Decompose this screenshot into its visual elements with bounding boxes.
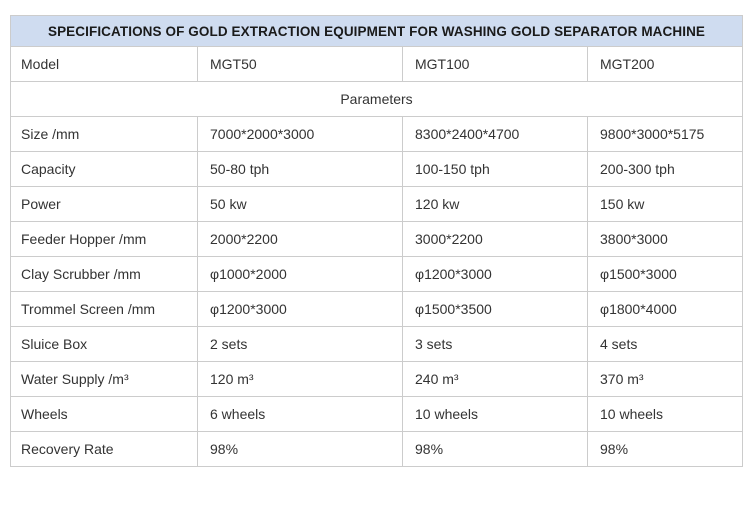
spec-label-cell: Feeder Hopper /mm bbox=[10, 221, 198, 257]
model-label-cell: Model bbox=[10, 46, 198, 82]
spec-row: Trommel Screen /mm φ1200*3000 φ1500*3500… bbox=[10, 291, 744, 327]
spec-label-cell: Clay Scrubber /mm bbox=[10, 256, 198, 292]
spec-value-cell: 120 kw bbox=[402, 186, 588, 222]
spec-value-cell: 3000*2200 bbox=[402, 221, 588, 257]
spec-row: Clay Scrubber /mm φ1000*2000 φ1200*3000 … bbox=[10, 256, 744, 292]
spec-value-cell: 8300*2400*4700 bbox=[402, 116, 588, 152]
table-title-row: SPECIFICATIONS OF GOLD EXTRACTION EQUIPM… bbox=[9, 15, 744, 47]
spec-row: Capacity 50-80 tph 100-150 tph 200-300 t… bbox=[10, 151, 744, 187]
spec-value-cell: φ1000*2000 bbox=[197, 256, 403, 292]
spec-value-cell: 6 wheels bbox=[197, 396, 403, 432]
spec-row: Feeder Hopper /mm 2000*2200 3000*2200 38… bbox=[10, 221, 744, 257]
spec-value-cell: 240 m³ bbox=[402, 361, 588, 397]
spec-row: Water Supply /m³ 120 m³ 240 m³ 370 m³ bbox=[10, 361, 744, 397]
spec-value-cell: 98% bbox=[402, 431, 588, 467]
spec-row: Power 50 kw 120 kw 150 kw bbox=[10, 186, 744, 222]
spec-value-cell: 50 kw bbox=[197, 186, 403, 222]
spec-value-cell: 7000*2000*3000 bbox=[197, 116, 403, 152]
spec-row: Size /mm 7000*2000*3000 8300*2400*4700 9… bbox=[10, 116, 744, 152]
spec-value-cell: 200-300 tph bbox=[586, 151, 744, 187]
model-value-cell: MGT200 bbox=[586, 46, 744, 82]
model-value-cell: MGT100 bbox=[402, 46, 588, 82]
model-value-cell: MGT50 bbox=[197, 46, 403, 82]
spec-value-cell: φ1500*3000 bbox=[586, 256, 744, 292]
spec-value-cell: 120 m³ bbox=[197, 361, 403, 397]
spec-table: SPECIFICATIONS OF GOLD EXTRACTION EQUIPM… bbox=[9, 15, 744, 467]
model-row: Model MGT50 MGT100 MGT200 bbox=[10, 46, 744, 82]
spec-value-cell: 50-80 tph bbox=[197, 151, 403, 187]
spec-label-cell: Trommel Screen /mm bbox=[10, 291, 198, 327]
spec-value-cell: φ1200*3000 bbox=[197, 291, 403, 327]
spec-value-cell: 3800*3000 bbox=[586, 221, 744, 257]
table-title: SPECIFICATIONS OF GOLD EXTRACTION EQUIPM… bbox=[9, 15, 744, 47]
spec-value-cell: 98% bbox=[197, 431, 403, 467]
spec-label-cell: Recovery Rate bbox=[10, 431, 198, 467]
spec-row: Wheels 6 wheels 10 wheels 10 wheels bbox=[10, 396, 744, 432]
spec-value-cell: φ1800*4000 bbox=[586, 291, 744, 327]
parameters-section-row: Parameters bbox=[9, 81, 744, 117]
spec-value-cell: 370 m³ bbox=[586, 361, 744, 397]
spec-value-cell: 150 kw bbox=[586, 186, 744, 222]
spec-label-cell: Size /mm bbox=[10, 116, 198, 152]
spec-label-cell: Wheels bbox=[10, 396, 198, 432]
spec-label-cell: Sluice Box bbox=[10, 326, 198, 362]
spec-value-cell: 100-150 tph bbox=[402, 151, 588, 187]
spec-value-cell: 2000*2200 bbox=[197, 221, 403, 257]
spec-value-cell: 9800*3000*5175 bbox=[586, 116, 744, 152]
spec-value-cell: 10 wheels bbox=[586, 396, 744, 432]
spec-label-cell: Capacity bbox=[10, 151, 198, 187]
spec-value-cell: 10 wheels bbox=[402, 396, 588, 432]
spec-label-cell: Power bbox=[10, 186, 198, 222]
spec-value-cell: 3 sets bbox=[402, 326, 588, 362]
spec-value-cell: 4 sets bbox=[586, 326, 744, 362]
spec-table-container: SPECIFICATIONS OF GOLD EXTRACTION EQUIPM… bbox=[9, 15, 744, 467]
spec-label-cell: Water Supply /m³ bbox=[10, 361, 198, 397]
spec-value-cell: φ1200*3000 bbox=[402, 256, 588, 292]
spec-value-cell: 2 sets bbox=[197, 326, 403, 362]
spec-value-cell: φ1500*3500 bbox=[402, 291, 588, 327]
spec-row: Recovery Rate 98% 98% 98% bbox=[10, 431, 744, 467]
spec-row: Sluice Box 2 sets 3 sets 4 sets bbox=[10, 326, 744, 362]
parameters-section-label: Parameters bbox=[9, 81, 744, 117]
spec-value-cell: 98% bbox=[586, 431, 744, 467]
